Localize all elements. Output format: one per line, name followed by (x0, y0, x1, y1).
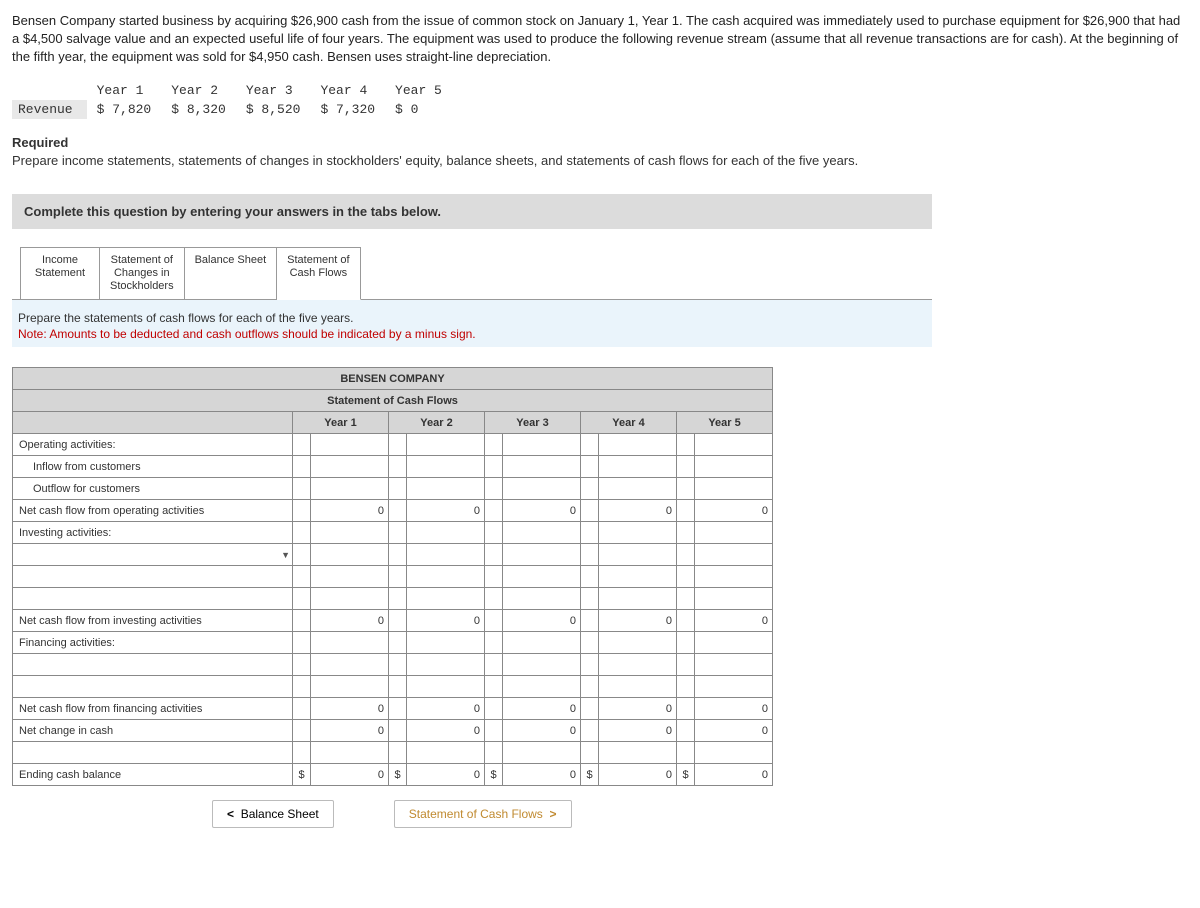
rev-head-y3: Year 3 (236, 81, 311, 100)
row-inflow: Inflow from customers (13, 456, 293, 478)
rev-row-label: Revenue (12, 100, 87, 119)
cashflow-table: BENSEN COMPANY Statement of Cash Flows Y… (12, 367, 773, 786)
row-net-operating: Net cash flow from operating activities (13, 500, 293, 522)
cf-company: BENSEN COMPANY (13, 368, 773, 390)
next-button[interactable]: Statement of Cash Flows > (394, 800, 572, 828)
row-ending: Ending cash balance (13, 764, 293, 786)
row-blank-1[interactable] (13, 566, 293, 588)
row-net-change: Net change in cash (13, 720, 293, 742)
net-chg-y3[interactable]: 0 (503, 720, 581, 742)
rev-val-y3: $ 8,520 (236, 100, 311, 119)
row-financing-blank-1[interactable] (13, 654, 293, 676)
chevron-left-icon: < (227, 807, 234, 821)
required-heading: Required (12, 135, 1188, 150)
rev-head-y5: Year 5 (385, 81, 452, 100)
cf-head-y1: Year 1 (293, 412, 389, 434)
tab-income-statement[interactable]: Income Statement (20, 247, 100, 301)
chevron-right-icon: > (549, 807, 556, 821)
panel-note: Note: Amounts to be deducted and cash ou… (18, 327, 926, 341)
net-inv-y2[interactable]: 0 (407, 610, 485, 632)
row-blank-3[interactable] (13, 742, 293, 764)
net-chg-y1[interactable]: 0 (311, 720, 389, 742)
problem-text: Bensen Company started business by acqui… (12, 12, 1188, 67)
rev-head-y2: Year 2 (161, 81, 236, 100)
row-financing-header: Financing activities: (13, 632, 293, 654)
row-net-investing: Net cash flow from investing activities (13, 610, 293, 632)
row-net-financing: Net cash flow from financing activities (13, 698, 293, 720)
end-y3[interactable]: 0 (503, 764, 581, 786)
tab-changes-stockholders[interactable]: Statement of Changes in Stockholders (100, 247, 185, 301)
net-op-y2[interactable]: 0 (407, 500, 485, 522)
net-fin-y5[interactable]: 0 (695, 698, 773, 720)
cf-head-y3: Year 3 (485, 412, 581, 434)
rev-val-y2: $ 8,320 (161, 100, 236, 119)
row-operating-header: Operating activities: (13, 434, 293, 456)
net-chg-y2[interactable]: 0 (407, 720, 485, 742)
net-op-y1[interactable]: 0 (311, 500, 389, 522)
required-text: Prepare income statements, statements of… (12, 152, 1188, 170)
rev-val-y5: $ 0 (385, 100, 452, 119)
rev-val-y1: $ 7,820 (87, 100, 162, 119)
net-fin-y1[interactable]: 0 (311, 698, 389, 720)
tab-balance-sheet[interactable]: Balance Sheet (185, 247, 278, 301)
panel-instruction: Prepare the statements of cash flows for… (18, 310, 926, 327)
row-investing-header: Investing activities: (13, 522, 293, 544)
net-inv-y1[interactable]: 0 (311, 610, 389, 632)
cf-head-y4: Year 4 (581, 412, 677, 434)
net-op-y4[interactable]: 0 (599, 500, 677, 522)
net-fin-y4[interactable]: 0 (599, 698, 677, 720)
rev-head-y4: Year 4 (310, 81, 385, 100)
tab-panel: Prepare the statements of cash flows for… (12, 299, 932, 347)
rev-val-y4: $ 7,320 (310, 100, 385, 119)
net-inv-y5[interactable]: 0 (695, 610, 773, 632)
net-inv-y3[interactable]: 0 (503, 610, 581, 632)
row-blank-2[interactable] (13, 588, 293, 610)
net-fin-y2[interactable]: 0 (407, 698, 485, 720)
cf-title: Statement of Cash Flows (13, 390, 773, 412)
end-y1[interactable]: 0 (311, 764, 389, 786)
net-chg-y4[interactable]: 0 (599, 720, 677, 742)
rev-head-y1: Year 1 (87, 81, 162, 100)
net-chg-y5[interactable]: 0 (695, 720, 773, 742)
instruction-bar: Complete this question by entering your … (12, 194, 932, 229)
cf-head-y5: Year 5 (677, 412, 773, 434)
row-outflow: Outflow for customers (13, 478, 293, 500)
row-investing-dropdown[interactable]: ▼ (13, 544, 293, 566)
revenue-table: Year 1 Year 2 Year 3 Year 4 Year 5 Reven… (12, 81, 452, 119)
tab-cash-flows[interactable]: Statement of Cash Flows (277, 247, 360, 301)
tabs: Income Statement Statement of Changes in… (20, 247, 1188, 301)
net-op-y5[interactable]: 0 (695, 500, 773, 522)
chevron-down-icon: ▼ (281, 550, 290, 560)
cf-head-y2: Year 2 (389, 412, 485, 434)
net-fin-y3[interactable]: 0 (503, 698, 581, 720)
net-op-y3[interactable]: 0 (503, 500, 581, 522)
end-y4[interactable]: 0 (599, 764, 677, 786)
end-y2[interactable]: 0 (407, 764, 485, 786)
row-financing-blank-2[interactable] (13, 676, 293, 698)
end-y5[interactable]: 0 (695, 764, 773, 786)
prev-button[interactable]: < Balance Sheet (212, 800, 334, 828)
net-inv-y4[interactable]: 0 (599, 610, 677, 632)
